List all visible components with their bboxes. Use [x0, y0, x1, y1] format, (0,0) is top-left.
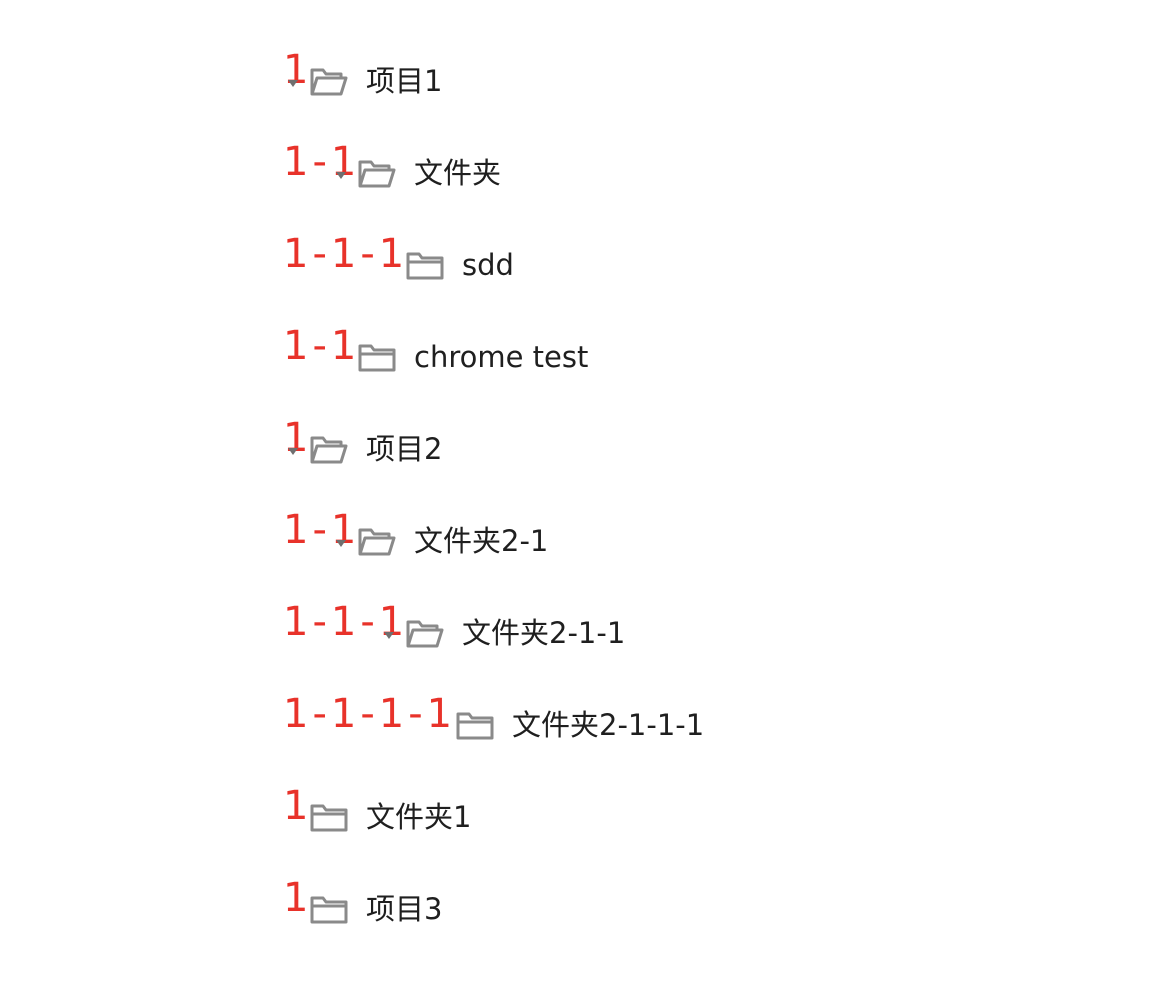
level-marker: 1-1	[283, 507, 361, 553]
tree-node[interactable]: 1 项目2	[0, 418, 900, 516]
tree-node[interactable]: 1 文件夹1	[0, 786, 900, 884]
tree-node[interactable]: 1 项目3	[0, 878, 900, 976]
folder-open-icon	[310, 436, 348, 464]
node-label[interactable]: 文件夹1	[366, 800, 472, 834]
caret-down-icon[interactable]	[288, 80, 298, 87]
level-marker: 1-1-1-1	[283, 691, 457, 737]
level-marker: 1-1	[283, 323, 361, 369]
level-marker: 1-1	[283, 139, 361, 185]
tree-node[interactable]: 1-1-1-1 文件夹2-1-1-1	[0, 694, 900, 792]
folder-open-icon	[406, 620, 444, 648]
node-label[interactable]: 文件夹2-1	[414, 524, 549, 558]
level-marker: 1	[283, 875, 313, 921]
folder-open-icon	[310, 68, 348, 96]
caret-down-icon[interactable]	[336, 172, 346, 179]
level-marker: 1-1-1	[283, 231, 409, 277]
node-label[interactable]: 文件夹	[414, 156, 502, 190]
caret-down-icon[interactable]	[384, 632, 394, 639]
folder-icon	[358, 344, 396, 372]
folder-icon	[456, 712, 494, 740]
tree-node[interactable]: 1-1 文件夹	[0, 142, 900, 240]
caret-down-icon[interactable]	[288, 448, 298, 455]
caret-down-icon[interactable]	[336, 540, 346, 547]
tree-node[interactable]: 1 项目1	[0, 50, 900, 148]
folder-icon	[310, 804, 348, 832]
tree-node[interactable]: 1-1 文件夹2-1	[0, 510, 900, 608]
folder-open-icon	[358, 528, 396, 556]
folder-icon	[310, 896, 348, 924]
level-marker: 1	[283, 783, 313, 829]
tree-node[interactable]: 1-1-1 sdd	[0, 234, 900, 332]
node-label[interactable]: 文件夹2-1-1-1	[512, 708, 705, 742]
node-label[interactable]: 文件夹2-1-1	[462, 616, 626, 650]
node-label[interactable]: 项目3	[366, 892, 443, 926]
tree-node[interactable]: 1-1 chrome test	[0, 326, 900, 424]
folder-icon	[406, 252, 444, 280]
folder-open-icon	[358, 160, 396, 188]
node-label[interactable]: sdd	[462, 248, 514, 282]
tree-node[interactable]: 1-1-1 文件夹2-1-1	[0, 602, 900, 700]
node-label[interactable]: chrome test	[414, 340, 589, 374]
node-label[interactable]: 项目2	[366, 432, 443, 466]
node-label[interactable]: 项目1	[366, 64, 443, 98]
